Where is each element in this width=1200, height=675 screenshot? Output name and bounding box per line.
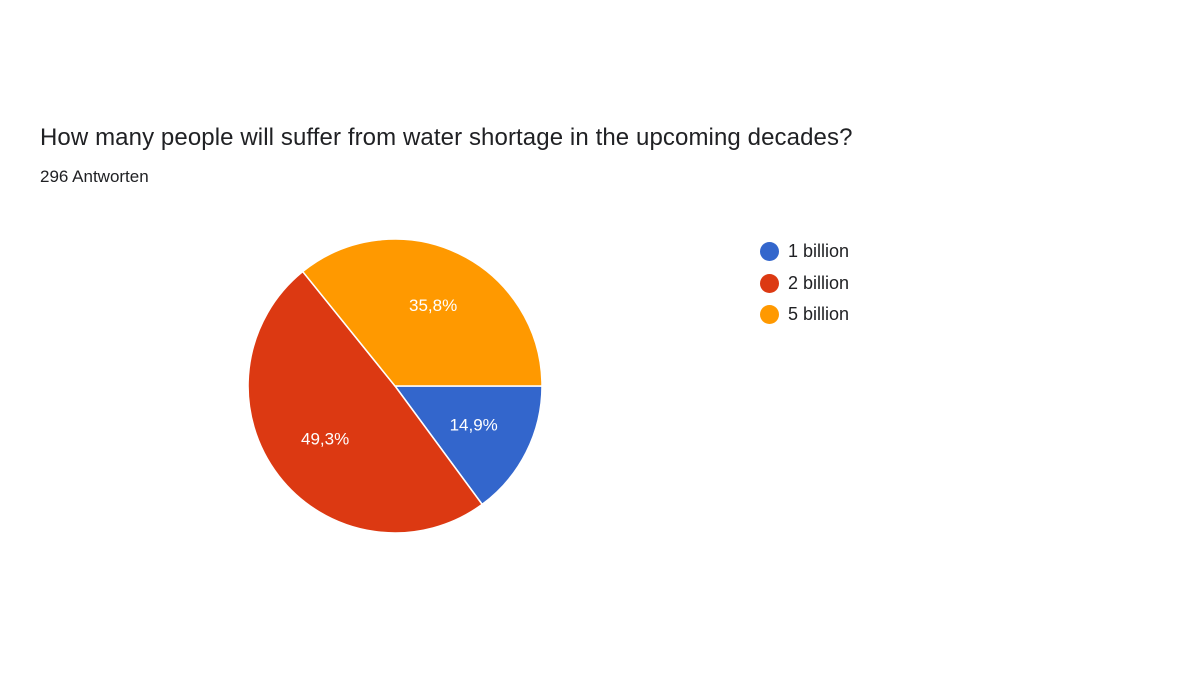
legend-item[interactable]: 1 billion	[760, 236, 849, 268]
legend-label: 1 billion	[788, 241, 850, 262]
legend-item[interactable]: 5 billion	[760, 299, 849, 331]
pie-slice-1-billion[interactable]	[393, 385, 543, 506]
legend-label: 5 billion	[788, 304, 850, 325]
legend-label: 2 billion	[788, 272, 850, 293]
chart-title: How many people will suffer from water s…	[40, 124, 853, 151]
pie-slice-label: 35,8%	[409, 296, 457, 315]
pie-slice-label: 14,9%	[450, 415, 498, 434]
pie-slice-5-billion[interactable]	[301, 238, 543, 387]
pie-slice-label: 49,3%	[301, 429, 349, 448]
response-count: 296 Antworten	[40, 167, 149, 186]
legend-swatch-icon	[760, 273, 779, 293]
legend-swatch-icon	[760, 242, 779, 262]
legend-item[interactable]: 2 billion	[760, 268, 849, 300]
legend-swatch-icon	[760, 305, 779, 325]
pie-slice-2-billion[interactable]	[247, 270, 484, 534]
chart-legend: 1 billion 2 billion 5 billion	[760, 236, 849, 331]
